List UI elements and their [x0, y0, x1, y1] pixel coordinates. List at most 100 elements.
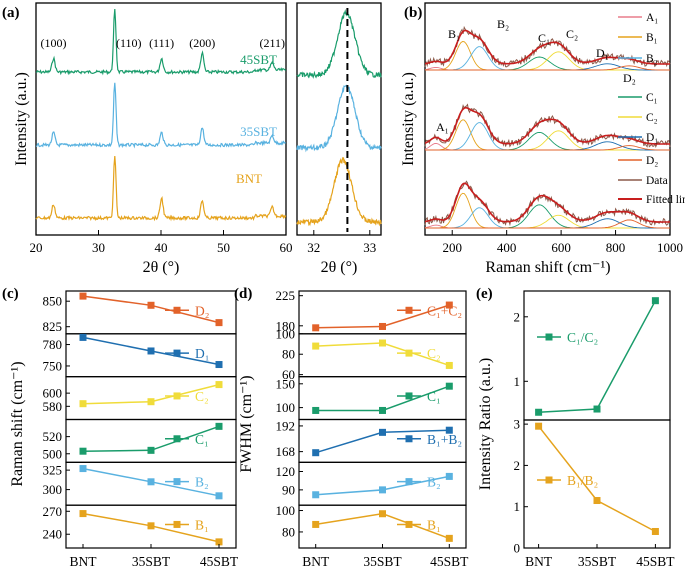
y-tick-label: 80 [282, 347, 295, 362]
x-tick-label: 20 [30, 240, 43, 255]
mode-label: C₂ [566, 27, 578, 41]
y-tick-label: 1 [514, 499, 521, 514]
legend-label: D₂ [195, 303, 209, 318]
legend-marker [173, 520, 181, 528]
raman-component [425, 145, 670, 151]
legend-marker [173, 392, 181, 400]
inset-x-tick-label: 33 [363, 240, 376, 255]
data-point [79, 465, 87, 473]
legend-label: C₁ [646, 92, 658, 104]
data-point [215, 538, 223, 546]
raman-x-tick-label: 600 [551, 240, 571, 255]
xrd-curve-35sbt [35, 82, 287, 149]
x-tick-label: 45SBT [430, 554, 469, 569]
legend-marker [173, 349, 181, 357]
panel-a-peak-labels: (100) (110) (111) (200) (211) [41, 36, 286, 50]
data-point [593, 405, 601, 413]
xrd-curve-bnt [35, 156, 287, 222]
mode-label: C₁ [538, 31, 550, 45]
y-tick-label: 180 [276, 318, 296, 333]
subplot-frame [65, 418, 237, 463]
peak-label: (100) [41, 36, 67, 50]
y-tick-label: 500 [43, 446, 63, 461]
data-point [445, 472, 453, 480]
raman-component [425, 130, 670, 151]
legend-marker [173, 435, 181, 443]
xrd-curve-45sbt [35, 8, 287, 76]
panel-e-label: (e) [476, 286, 493, 302]
y-tick-label: 3 [514, 417, 521, 432]
inset-xlabel: 2θ (°) [321, 259, 358, 276]
data-point [79, 292, 87, 300]
y-tick-label: 300 [43, 482, 63, 497]
data-point [79, 400, 87, 408]
data-point [651, 297, 659, 305]
y-tick-label: 600 [43, 386, 63, 401]
data-point [147, 478, 155, 486]
peak-label: (211) [259, 36, 285, 50]
raman-component [425, 65, 670, 71]
data-point [379, 428, 386, 436]
raman-fit [424, 182, 670, 223]
x-tick-label: 35SBT [132, 554, 171, 569]
panel-a: (a) 20 30 40 50 60 (100) (110) (111) (200) (211)… [2, 2, 293, 276]
raman-x-tick-label: 800 [606, 240, 626, 255]
legend-marker [545, 476, 553, 484]
x-tick-label: 40 [155, 240, 168, 255]
data-point [535, 408, 543, 416]
y-tick-label: 90 [282, 482, 295, 497]
x-tick-label: BNT [70, 554, 98, 569]
y-tick-label: 100 [276, 400, 296, 415]
panel-b-frame [424, 2, 671, 236]
peak-label: (110) [116, 36, 142, 50]
panel-c-label: (c) [2, 286, 19, 302]
panel-e-plot: 1 2 C₁/C₂ 0 1 2 3 B₁/B₂ BNT 35SBT 45SBT [514, 290, 675, 569]
data-point [445, 382, 453, 390]
x-tick-label: 50 [217, 240, 230, 255]
raman-component [425, 219, 670, 229]
data-point [79, 447, 87, 455]
y-tick-label: 825 [43, 319, 63, 334]
peak-label: (111) [149, 36, 174, 50]
raman-data [424, 103, 671, 148]
y-tick-label: 0 [514, 541, 521, 556]
legend-label: B₁ [427, 517, 441, 532]
raman-component [425, 41, 670, 71]
panel-a-ylabel: Intensity (a.u.) [13, 72, 30, 166]
legend-label: B₁ [646, 32, 658, 44]
inset-curve-35sbt [296, 84, 382, 153]
y-tick-label: 1 [514, 374, 521, 389]
x-tick-label: 30 [92, 240, 105, 255]
data-point [379, 486, 386, 494]
panel-b-ticks: 200 400 600 800 1000 [442, 230, 683, 255]
data-point [215, 319, 223, 327]
panel-e-ylabel: Intensity Ratio (a.u.) [477, 358, 494, 490]
data-point [445, 361, 453, 369]
panel-c-ylabel: Raman shift (cm⁻¹) [9, 361, 26, 486]
data-point [147, 398, 155, 406]
y-tick-label: 270 [43, 504, 63, 519]
y-tick-label: 240 [43, 527, 63, 542]
subplot-frame [523, 290, 671, 421]
legend-marker [405, 520, 413, 528]
legend-marker [545, 333, 553, 341]
inset-curve-bnt [296, 156, 382, 227]
legend-label: C₂ [646, 112, 658, 124]
data-point [147, 301, 155, 309]
data-point [379, 406, 386, 414]
inset-curve-45sbt [296, 9, 382, 79]
subplot-frame [65, 333, 237, 378]
panel-a-ticks: 20 30 40 50 60 [30, 230, 293, 255]
legend-label: C₁/C₂ [567, 330, 598, 345]
data-point [379, 510, 386, 518]
data-point [379, 339, 386, 347]
y-tick-label: 192 [276, 418, 296, 433]
series-label-35sbt: 35SBT [240, 124, 277, 139]
series-line [538, 300, 657, 414]
y-tick-label: 60 [282, 367, 295, 382]
y-tick-label: 80 [282, 524, 295, 539]
panel-b-label: (b) [404, 5, 422, 21]
data-point [651, 527, 659, 535]
x-tick-label: 35SBT [578, 554, 617, 569]
data-point [147, 446, 155, 454]
